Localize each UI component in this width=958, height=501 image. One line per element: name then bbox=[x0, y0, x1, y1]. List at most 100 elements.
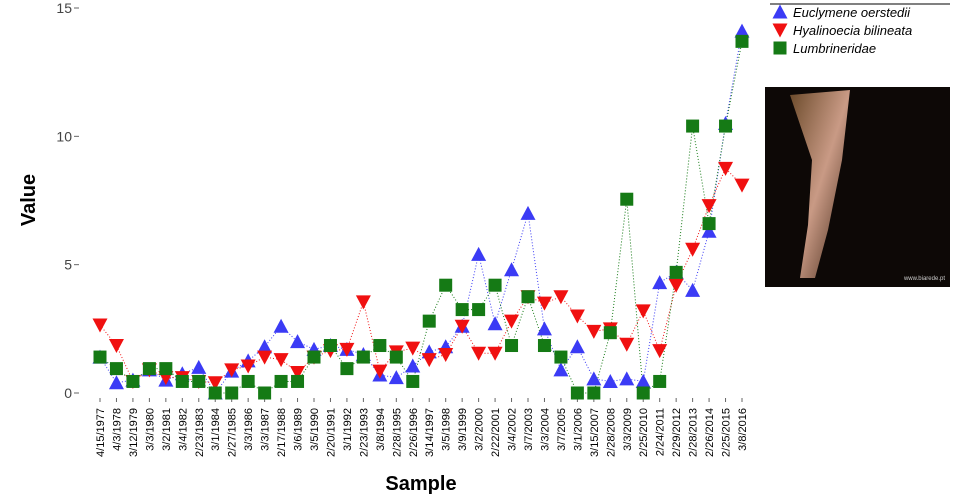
marker bbox=[586, 324, 602, 339]
x-tick-label: 3/8/2016 bbox=[737, 408, 749, 451]
marker bbox=[92, 318, 108, 333]
marker bbox=[290, 365, 306, 380]
marker bbox=[701, 199, 717, 214]
marker bbox=[439, 278, 453, 292]
marker bbox=[438, 348, 454, 362]
marker bbox=[735, 34, 749, 48]
marker bbox=[142, 362, 156, 376]
legend-label: Euclymene oerstedii bbox=[793, 5, 911, 20]
x-tick-label: 3/1/2006 bbox=[572, 408, 584, 451]
y-tick-label: 0 bbox=[64, 385, 72, 401]
marker bbox=[175, 374, 189, 388]
x-tick-label: 3/15/2007 bbox=[589, 408, 601, 457]
x-tick-label: 2/17/1988 bbox=[276, 408, 288, 457]
photo bbox=[765, 87, 950, 287]
x-tick-label: 2/28/2008 bbox=[605, 408, 617, 457]
marker bbox=[718, 161, 734, 176]
marker bbox=[273, 318, 289, 333]
series-line bbox=[99, 167, 743, 384]
marker bbox=[372, 364, 388, 379]
x-tick-label: 3/4/1982 bbox=[177, 408, 189, 451]
marker bbox=[619, 337, 635, 352]
marker bbox=[734, 23, 750, 38]
marker bbox=[454, 319, 470, 334]
marker bbox=[109, 362, 123, 376]
legend-label: Hyalinoecia bilineata bbox=[793, 23, 912, 38]
marker bbox=[554, 350, 568, 364]
marker bbox=[701, 223, 717, 238]
marker bbox=[192, 374, 206, 388]
marker bbox=[225, 386, 239, 400]
marker bbox=[487, 316, 503, 331]
marker bbox=[191, 359, 207, 374]
x-tick-label: 3/7/2005 bbox=[556, 408, 568, 451]
x-tick-label: 3/1/1984 bbox=[210, 408, 222, 451]
x-tick-label: 2/25/2010 bbox=[638, 408, 650, 457]
marker bbox=[635, 373, 651, 388]
marker bbox=[472, 303, 486, 317]
x-tick-label: 3/4/2002 bbox=[507, 408, 519, 451]
marker bbox=[488, 278, 502, 292]
legend-marker bbox=[773, 41, 787, 55]
marker bbox=[455, 303, 469, 317]
marker bbox=[257, 339, 273, 354]
marker bbox=[635, 304, 651, 319]
photo-worm bbox=[790, 90, 850, 278]
marker bbox=[108, 375, 124, 390]
marker bbox=[291, 374, 305, 388]
x-tick-label: 2/25/2015 bbox=[721, 408, 733, 457]
marker bbox=[240, 359, 256, 374]
marker bbox=[388, 370, 404, 385]
marker bbox=[669, 265, 683, 279]
x-tick-label: 3/2/1981 bbox=[161, 408, 173, 451]
marker bbox=[652, 275, 668, 290]
marker bbox=[668, 278, 684, 293]
marker bbox=[619, 371, 635, 386]
x-tick-label: 2/29/2012 bbox=[671, 408, 683, 457]
marker bbox=[521, 290, 535, 304]
marker bbox=[702, 217, 716, 231]
marker bbox=[636, 386, 650, 400]
x-tick-label: 2/26/2014 bbox=[704, 408, 716, 457]
marker bbox=[536, 296, 552, 311]
marker bbox=[340, 362, 354, 376]
x-tick-label: 3/2/2000 bbox=[474, 408, 486, 451]
x-tick-label: 3/3/1980 bbox=[144, 408, 156, 451]
x-tick-label: 2/23/1983 bbox=[194, 408, 206, 457]
marker bbox=[505, 339, 519, 353]
marker bbox=[108, 339, 124, 354]
series-line bbox=[99, 31, 743, 394]
marker bbox=[586, 371, 602, 386]
marker bbox=[355, 295, 371, 310]
marker bbox=[241, 374, 255, 388]
marker bbox=[159, 362, 173, 376]
marker bbox=[257, 350, 273, 365]
marker bbox=[471, 246, 487, 261]
x-tick-label: 2/26/1996 bbox=[408, 408, 420, 457]
x-tick-label: 3/12/1979 bbox=[128, 408, 140, 457]
marker bbox=[520, 205, 536, 220]
marker bbox=[734, 178, 750, 193]
x-tick-label: 2/27/1985 bbox=[227, 408, 239, 457]
x-tick-label: 3/3/1986 bbox=[243, 408, 255, 451]
x-tick-label: 2/28/1995 bbox=[391, 408, 403, 457]
y-tick-label: 10 bbox=[56, 128, 72, 144]
x-tick-label: 2/24/2011 bbox=[655, 408, 667, 456]
marker bbox=[719, 119, 733, 133]
x-tick-label: 3/14/1997 bbox=[424, 408, 436, 457]
marker bbox=[602, 373, 618, 388]
marker bbox=[653, 374, 667, 388]
marker bbox=[290, 334, 306, 349]
series-line bbox=[99, 41, 743, 394]
marker bbox=[569, 309, 585, 324]
legend-label: Lumbrineridae bbox=[793, 41, 876, 56]
marker bbox=[207, 376, 223, 391]
marker bbox=[126, 374, 140, 388]
photo-credit: www.biarede.pt bbox=[903, 276, 945, 282]
x-tick-label: 3/8/1994 bbox=[375, 408, 387, 451]
marker bbox=[323, 339, 337, 353]
marker bbox=[587, 386, 601, 400]
marker bbox=[339, 342, 355, 357]
marker bbox=[307, 350, 321, 364]
x-tick-label: 3/3/1987 bbox=[260, 408, 272, 451]
